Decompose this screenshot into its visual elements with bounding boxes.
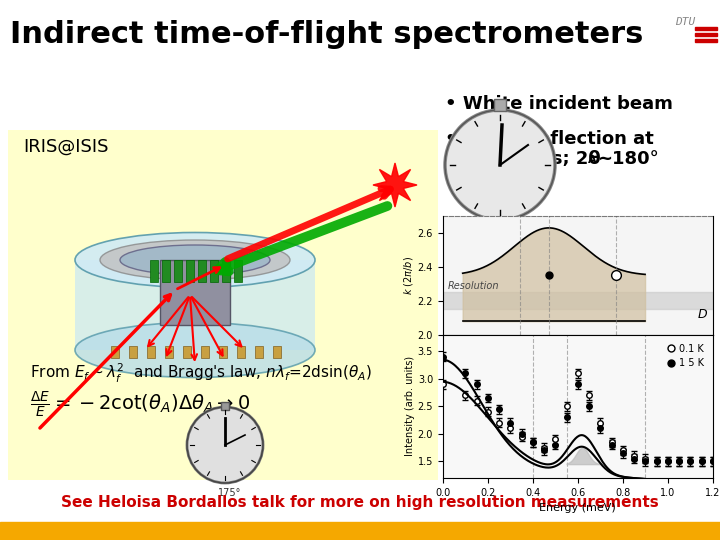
Text: 175°: 175° (218, 488, 242, 498)
X-axis label: Energy (meV): Energy (meV) (539, 503, 616, 513)
Y-axis label: $k$ $(2\pi/b)$: $k$ $(2\pi/b)$ (402, 256, 415, 295)
Bar (201, 346, 209, 358)
Bar (129, 346, 137, 358)
Bar (695, 27, 717, 30)
Ellipse shape (75, 322, 315, 377)
Bar (162, 260, 170, 282)
Bar (8, 130, 438, 480)
Bar (160, 260, 230, 325)
Bar (494, 99, 506, 111)
Bar (222, 260, 230, 282)
Text: D: D (698, 308, 707, 321)
Bar (198, 260, 206, 282)
Bar (183, 346, 191, 358)
Bar (695, 33, 717, 36)
Bar (273, 346, 281, 358)
Bar (255, 346, 263, 358)
Bar (221, 402, 229, 410)
Bar (237, 346, 245, 358)
Bar (219, 346, 227, 358)
Bar (695, 39, 717, 42)
Bar (210, 260, 218, 282)
Bar (150, 260, 158, 282)
FancyArrowPatch shape (228, 188, 390, 259)
Ellipse shape (100, 240, 290, 280)
Text: From $E_f{\sim}\lambda_f^2$  and Bragg's law, $n\lambda_f$=2dsin($\theta_A$): From $E_f{\sim}\lambda_f^2$ and Bragg's … (30, 362, 372, 385)
Text: Indirect time-of-flight spectrometers: Indirect time-of-flight spectrometers (10, 20, 644, 49)
Text: Cs$_2$CuCl$_4$: Cs$_2$CuCl$_4$ (444, 444, 501, 460)
Circle shape (445, 110, 555, 220)
Ellipse shape (75, 233, 315, 287)
Bar (234, 260, 242, 282)
Text: ~180°: ~180° (597, 150, 659, 168)
Text: DTU: DTU (675, 17, 695, 27)
Y-axis label: Intensity (arb. units): Intensity (arb. units) (405, 356, 415, 456)
Bar (147, 346, 155, 358)
Text: Coldea et al, PRB 68, 134424 (2003): Coldea et al, PRB 68, 134424 (2003) (444, 465, 648, 475)
Bar (165, 346, 173, 358)
Bar (75, 260, 315, 350)
Bar (174, 260, 182, 282)
Circle shape (187, 407, 263, 483)
Text: analysers; 2θ: analysers; 2θ (453, 150, 600, 168)
Text: A: A (588, 155, 597, 165)
Text: Resolution: Resolution (448, 281, 500, 291)
Legend: 0.1 K, 1 5 K: 0.1 K, 1 5 K (662, 340, 708, 372)
FancyArrowPatch shape (217, 206, 387, 271)
Text: See Heloisa Bordallos talk for more on high resolution measurements: See Heloisa Bordallos talk for more on h… (61, 496, 659, 510)
Text: • Bragg reflection at: • Bragg reflection at (445, 130, 654, 148)
Text: $\frac{\Delta E}{E} = -2\cot(\theta_A)\Delta\theta_A \rightarrow 0$: $\frac{\Delta E}{E} = -2\cot(\theta_A)\D… (30, 390, 250, 420)
Bar (0, 522, 720, 540)
Text: • White incident beam: • White incident beam (445, 95, 673, 113)
Bar (186, 260, 194, 282)
Bar (111, 346, 119, 358)
Ellipse shape (120, 245, 270, 275)
Polygon shape (373, 163, 417, 207)
Text: IRIS@ISIS: IRIS@ISIS (23, 138, 109, 156)
